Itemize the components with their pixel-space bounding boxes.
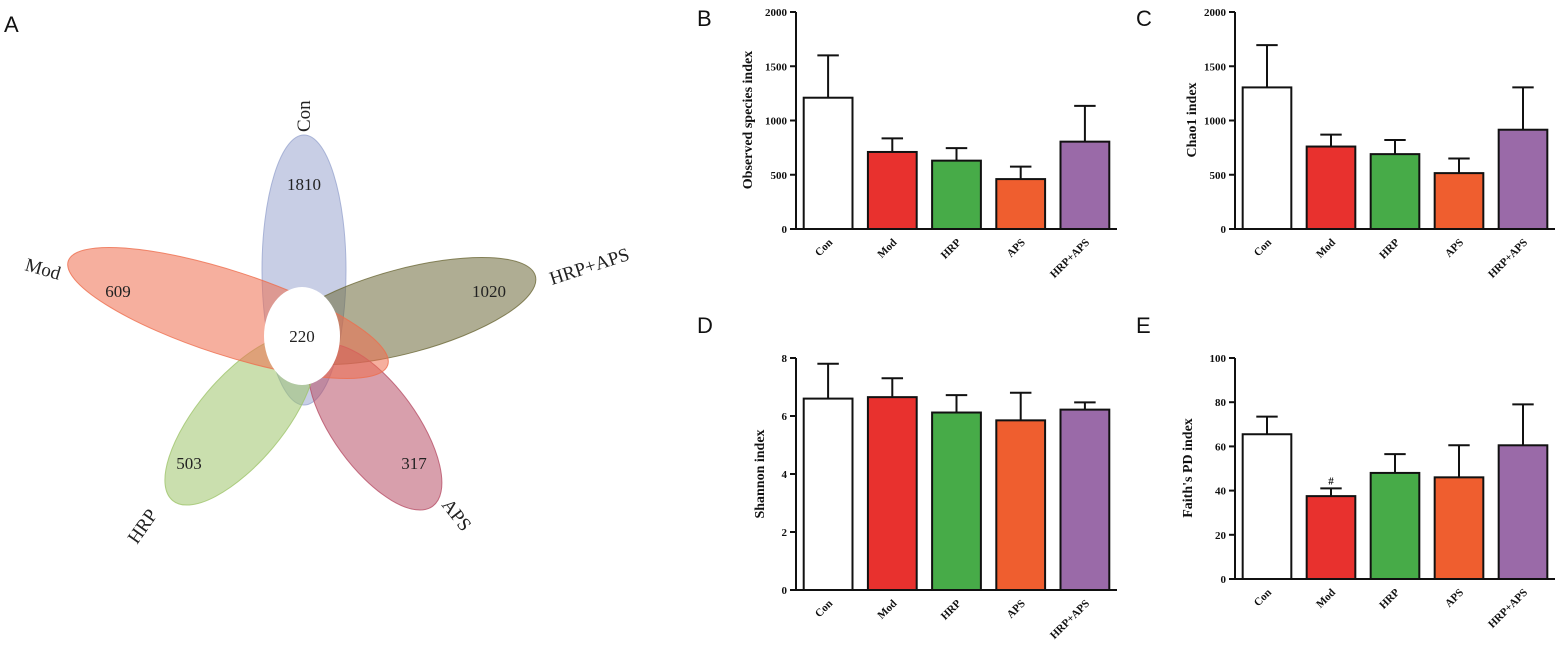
panel-c-bar-mod: [1305, 145, 1357, 230]
panel-e-y-tick-label: 40: [1215, 486, 1227, 498]
panel-d-y-tick-label: 2: [782, 527, 788, 539]
panel-d-bar-aps: [995, 419, 1047, 591]
panel-letter-e: E: [1136, 313, 1151, 338]
panel-d-y-tick-label: 4: [782, 469, 788, 481]
panel-c-y-tick-label: 1500: [1204, 61, 1227, 73]
bar-chart-shannon: 0 2 4 6 8 Shannon index Con Mod HRP APS HRP+APS: [753, 353, 1117, 642]
panel-e-bar-con: [1241, 433, 1293, 580]
venn-label-con: Con: [294, 100, 315, 132]
venn-count-mod: 609: [105, 282, 131, 301]
panel-d-x-tick-label-mod: Mod: [875, 598, 899, 622]
venn-count-hrp: 503: [176, 454, 202, 473]
panel-e-bar-hrp: [1369, 471, 1421, 581]
panel-e-x-tick-label-hrp-aps: HRP+APS: [1486, 587, 1530, 631]
panel-d-x-tick-label-hrp: HRP: [939, 597, 964, 622]
venn-count-core: 220: [289, 327, 315, 346]
panel-b-bar-hrp-aps: [1059, 140, 1111, 230]
panel-e-bar-hrp-aps: [1497, 444, 1549, 581]
panel-d-bar-hrp-aps: [1059, 408, 1111, 591]
panel-c-bar-con: [1241, 86, 1293, 230]
panel-d-y-tick-label: 8: [782, 353, 788, 365]
panel-c-bar-aps: [1433, 172, 1485, 230]
panel-letter-b: B: [697, 6, 712, 31]
panel-d-y-tick-label: 0: [782, 585, 788, 597]
panel-e-bar-mod: [1305, 495, 1357, 580]
panel-e-bar-aps: [1433, 476, 1485, 580]
panel-c-y-tick-label: 500: [1210, 170, 1227, 182]
panel-b-y-tick-label: 2000: [765, 7, 788, 19]
panel-c-x-tick-label-aps: APS: [1443, 237, 1466, 260]
panel-c-bar-hrp: [1369, 153, 1421, 230]
panel-e-x-tick-label-hrp: HRP: [1377, 586, 1402, 611]
panel-b-y-tick-label: 0: [782, 224, 788, 236]
panel-d-x-tick-label-con: Con: [813, 598, 835, 620]
venn-count-aps: 317: [401, 454, 427, 473]
venn-count-hrpaps: 1020: [472, 282, 506, 301]
panel-e-y-axis-label: Faith's PD index: [1181, 418, 1196, 518]
panel-e-x-tick-label-aps: APS: [1443, 587, 1466, 610]
panel-d-y-tick-label: 6: [782, 411, 788, 423]
bar-chart-chao1: 0 500 1000 1500 2000 Chao1 index Con Mod HRP APS H…: [1185, 7, 1555, 281]
panel-b-y-tick-label: 500: [771, 170, 788, 182]
panel-e-y-tick-label: 0: [1221, 574, 1227, 586]
panel-e-x-tick-label-con: Con: [1252, 587, 1274, 609]
panel-c-x-tick-label-hrp: HRP: [1377, 236, 1402, 261]
panel-b-x-tick-label-aps: APS: [1005, 237, 1028, 260]
panel-c-x-tick-label-mod: Mod: [1314, 237, 1338, 261]
panel-b-bar-aps: [995, 178, 1047, 230]
panel-e-y-tick-label: 80: [1215, 397, 1227, 409]
panel-b-bar-con: [802, 96, 854, 230]
panel-b-x-tick-label-mod: Mod: [875, 237, 899, 261]
bar-chart-faiths-pd: 0 20 40 60 80 100 Faith's PD index Con Mod # HRP AP…: [1181, 353, 1555, 631]
panel-e-y-tick-label: 60: [1215, 441, 1227, 453]
panel-c-x-tick-label-hrp-aps: HRP+APS: [1486, 237, 1530, 281]
panel-b-x-tick-label-con: Con: [813, 237, 835, 259]
panel-b-x-tick-label-hrp: HRP: [939, 236, 964, 261]
bar-chart-observed-species: 0 500 1000 1500 2000 Observed species index Co…: [741, 7, 1117, 281]
panel-b-y-axis-label: Observed species index: [741, 51, 756, 189]
venn-label-hrpaps: HRP+APS: [547, 244, 632, 289]
panel-b-bar-hrp: [931, 159, 982, 231]
panel-c-x-tick-label-con: Con: [1252, 237, 1274, 259]
panel-d-bar-con: [802, 397, 854, 591]
panel-d-x-tick-label-hrp-aps: HRP+APS: [1048, 598, 1092, 642]
panel-e-y-tick-label: 20: [1215, 530, 1227, 542]
panel-b-x-tick-label-hrp-aps: HRP+APS: [1048, 237, 1092, 281]
panel-b-bar-mod: [866, 150, 918, 230]
panel-d-x-tick-label-aps: APS: [1005, 598, 1028, 621]
venn-count-con: 1810: [287, 175, 321, 194]
panel-letter-a: A: [4, 12, 19, 37]
panel-e-y-tick-label: 100: [1210, 353, 1227, 365]
panel-b-y-tick-label: 1500: [765, 61, 788, 73]
panel-d-bar-mod: [866, 396, 918, 591]
panel-d-bar-hrp: [931, 411, 982, 591]
panel-c-y-axis-label: Chao1 index: [1185, 82, 1200, 157]
panel-e-annotation-mod: #: [1328, 475, 1334, 487]
panel-b-y-tick-label: 1000: [765, 116, 788, 128]
venn-center: [264, 287, 340, 385]
venn-label-aps: APS: [437, 495, 475, 535]
panel-d-y-axis-label: Shannon index: [753, 429, 768, 518]
venn-label-hrp: HRP: [124, 506, 162, 548]
panel-c-y-tick-label: 2000: [1204, 7, 1227, 19]
panel-c-bar-hrp-aps: [1497, 128, 1549, 230]
panel-letter-d: D: [697, 313, 713, 338]
venn-diagram: 1810 1020 317 503 609 220 Con HRP+APS AP…: [23, 100, 632, 548]
panel-c-y-tick-label: 1000: [1204, 116, 1227, 128]
panel-c-y-tick-label: 0: [1221, 224, 1227, 236]
panel-e-x-tick-label-mod: Mod: [1314, 587, 1338, 611]
panel-letter-c: C: [1136, 6, 1152, 31]
venn-label-mod: Mod: [23, 255, 64, 285]
